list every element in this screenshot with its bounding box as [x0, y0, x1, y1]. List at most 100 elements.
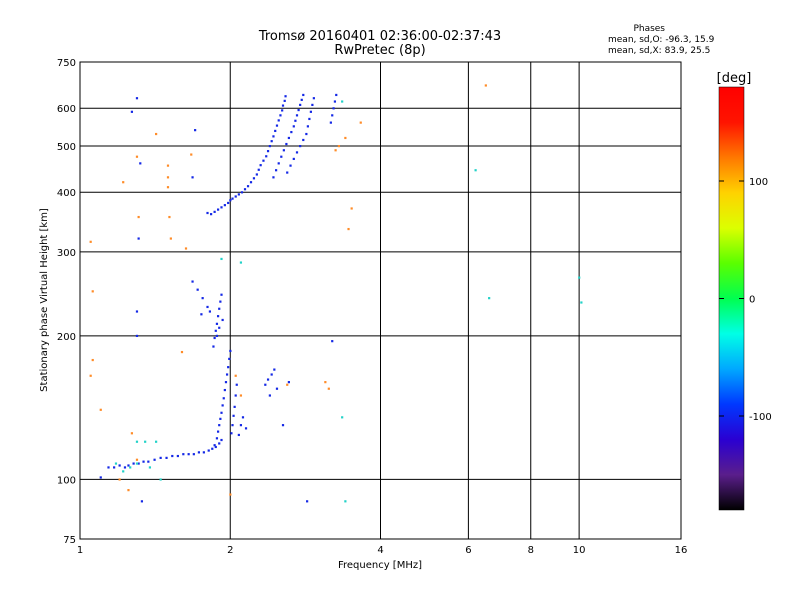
data-point-aux [341, 416, 344, 419]
data-point-o [218, 442, 221, 445]
x-tick-label: 10 [573, 545, 586, 556]
data-point-o [187, 453, 190, 456]
data-point-x [89, 374, 92, 377]
data-point-o [191, 176, 194, 179]
data-point-o [219, 417, 222, 420]
data-point-o [273, 368, 276, 371]
data-point-o [237, 193, 240, 196]
data-point-o [292, 125, 295, 128]
stats-heading: Phases [633, 24, 665, 34]
data-point-o [221, 318, 224, 322]
data-point-o [135, 310, 139, 313]
x-tick-label: 6 [465, 545, 471, 556]
data-point-o [283, 99, 286, 102]
data-point-o [215, 437, 219, 440]
data-point-o [268, 144, 271, 148]
data-point-o [223, 388, 226, 392]
data-point-o [297, 108, 300, 112]
x-axis-ticks: 1 2 4 6 8 10 16 [77, 545, 688, 556]
data-point-x [91, 290, 94, 293]
data-point-o [287, 381, 290, 384]
data-point-aux [488, 297, 491, 300]
data-point-o [295, 151, 299, 154]
data-point-o [216, 208, 220, 211]
data-point-o [277, 119, 280, 122]
data-point-o [224, 381, 228, 384]
data-point-o [255, 173, 258, 176]
data-point-o [290, 130, 293, 134]
data-point-o [209, 213, 213, 216]
data-point-o [171, 454, 174, 458]
data-point-o [268, 394, 271, 397]
data-point-aux [155, 440, 158, 443]
data-point-o [235, 383, 238, 386]
data-point-o [237, 433, 240, 437]
data-point-o [287, 136, 290, 140]
data-point-x [166, 164, 170, 167]
data-point-o [275, 124, 279, 127]
data-point-aux [344, 500, 347, 503]
data-point-x [180, 350, 184, 354]
data-point-o [147, 460, 150, 463]
data-point-o [257, 168, 260, 171]
y-tick-label: 750 [57, 58, 76, 69]
data-point-o [229, 349, 232, 353]
colorbar-tick-label: -100 [749, 412, 772, 423]
data-point-x [166, 176, 170, 179]
y-tick-label: 200 [57, 332, 76, 343]
data-point-o [221, 404, 224, 407]
data-point-x [130, 432, 134, 435]
data-point-o [220, 411, 223, 414]
data-point-o [265, 155, 268, 158]
data-point-o [227, 366, 230, 369]
data-point-o [201, 297, 204, 300]
data-point-aux [220, 257, 223, 261]
data-point-o [139, 162, 142, 165]
data-point-x [484, 84, 487, 87]
data-point-o [229, 199, 232, 202]
data-point-x [229, 493, 232, 496]
data-point-o [284, 95, 287, 98]
data-point-o [329, 121, 332, 124]
data-point-o [282, 149, 285, 152]
data-point-x [99, 408, 102, 411]
data-point-o [218, 424, 221, 427]
data-point-x [122, 181, 125, 184]
data-point-o [285, 142, 288, 146]
data-point-o [211, 447, 214, 450]
data-point-o [312, 97, 315, 100]
data-point-x [347, 227, 350, 231]
data-point-aux [129, 466, 132, 469]
data-point-o [182, 453, 185, 456]
data-point-x [137, 215, 140, 219]
y-tick-label: 300 [57, 248, 76, 259]
data-point-o [231, 197, 234, 200]
colorbar-label: [deg] [717, 71, 752, 86]
data-point-o [214, 445, 217, 449]
data-point-x [169, 237, 172, 240]
data-point-x [324, 381, 327, 384]
data-point-o [215, 334, 219, 338]
data-point-o [264, 383, 267, 386]
data-point-aux [578, 276, 581, 279]
data-point-o [137, 462, 140, 465]
data-point-o [216, 315, 220, 318]
data-point-o [135, 97, 139, 100]
x-tick-label: 16 [675, 545, 688, 556]
data-point-o [266, 150, 270, 153]
data-point-o [331, 114, 334, 117]
data-point-x [89, 240, 92, 243]
data-point-o [332, 107, 335, 110]
data-point-o [206, 305, 209, 309]
data-point-o [202, 451, 205, 454]
data-point-o [281, 424, 285, 427]
data-point-o [219, 300, 222, 303]
data-point-aux [474, 169, 477, 172]
data-point-aux [114, 462, 118, 465]
colorbar: [deg] 100 0 -100 [717, 71, 772, 511]
data-point-x [91, 358, 94, 362]
stats-line-x: mean, sd,X: 83.9, 25.5 [608, 46, 710, 56]
data-point-o [279, 114, 282, 117]
y-tick-label: 400 [57, 188, 76, 199]
data-point-x [350, 207, 353, 210]
